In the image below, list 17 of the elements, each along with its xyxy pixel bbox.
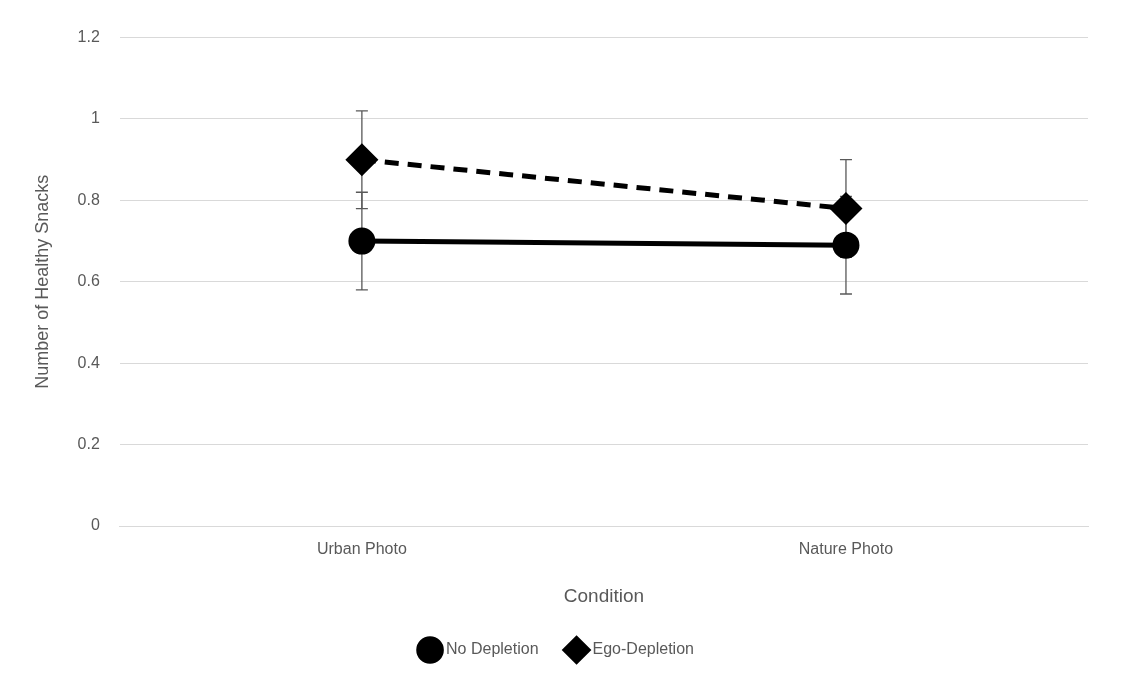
y-tick-label: 1: [90, 109, 100, 127]
legend-label: Ego-Depletion: [592, 640, 694, 658]
y-tick-label: 0: [90, 516, 100, 534]
point: [348, 227, 376, 255]
point: [832, 231, 860, 259]
y-tick-label: 0.6: [77, 272, 100, 290]
y-tick-label: 0.8: [77, 190, 100, 208]
x-tick-label: Nature Photo: [798, 540, 894, 558]
point: [346, 144, 378, 176]
legend-label: No Depletion: [446, 640, 539, 658]
y-tick-label: 1.2: [77, 28, 100, 46]
y-tick-label: 0.4: [77, 353, 100, 371]
x-axis-title: Condition: [563, 584, 645, 606]
y-tick-label: 0.2: [77, 435, 100, 453]
y-axis-title: Number of Healthy Snacks: [31, 174, 52, 389]
point: [830, 193, 862, 225]
x-tick-label: Urban Photo: [316, 540, 407, 558]
